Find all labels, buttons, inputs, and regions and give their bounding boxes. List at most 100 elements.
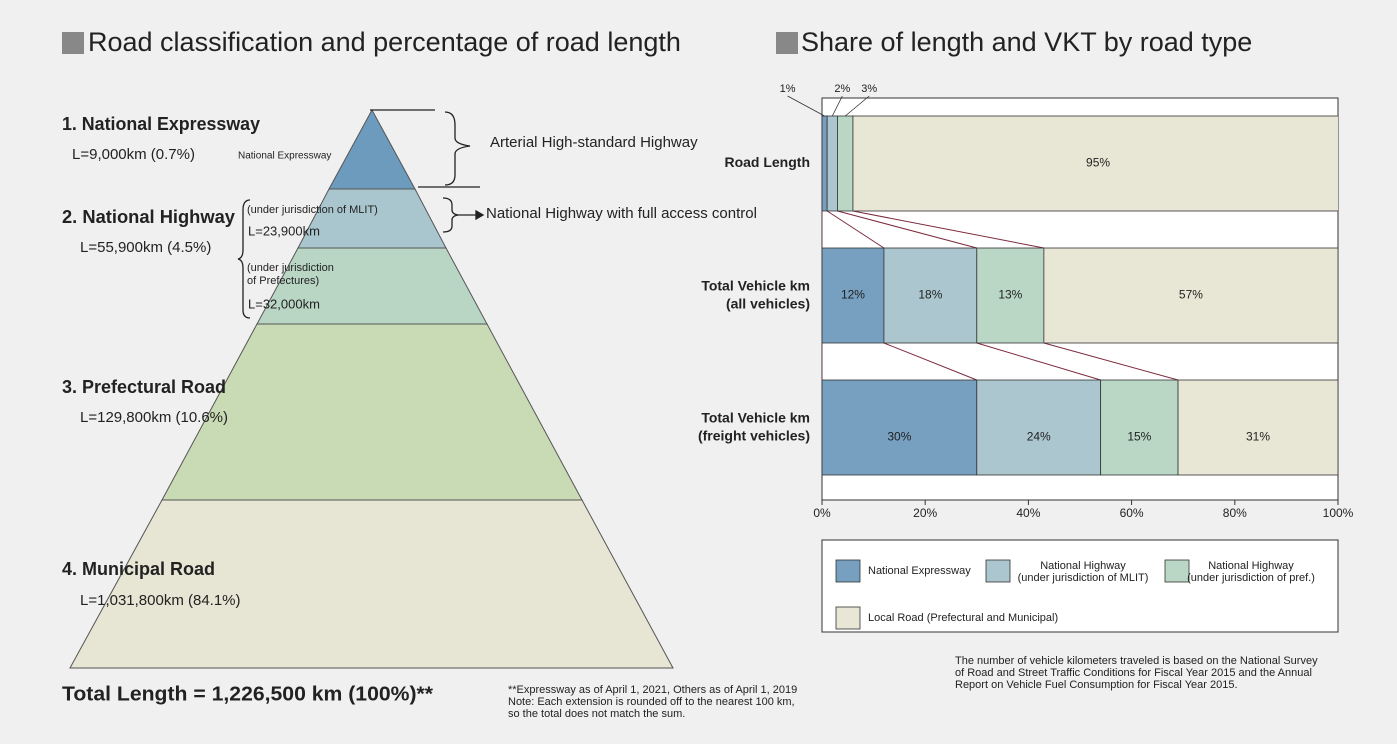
- level-length: L=129,800km (10.6%): [80, 409, 228, 426]
- text-line: Report on Vehicle Fuel Consumption for F…: [955, 679, 1238, 691]
- text-line: (under jurisdiction: [247, 262, 334, 274]
- text-line: (under jurisdiction of pref.): [1187, 572, 1315, 584]
- text-line: (freight vehicles): [698, 427, 810, 443]
- x-tick-label: 40%: [1016, 506, 1040, 520]
- text-line: so the total does not match the sum.: [508, 708, 685, 720]
- text-line: of Prefectures): [247, 275, 319, 287]
- data-label: 31%: [1246, 430, 1270, 444]
- level-length: L=9,000km (0.7%): [72, 146, 195, 163]
- bar-segment: [852, 115, 1338, 212]
- text-line: Total Vehicle km: [701, 277, 810, 293]
- label-leader: [844, 95, 870, 117]
- chart-title: Share of length and VKT by road type: [801, 27, 1252, 57]
- bar-segment: [837, 115, 854, 212]
- pyramid: [69, 108, 674, 669]
- pyramid-band: [69, 499, 674, 669]
- x-tick-label: 0%: [813, 506, 831, 520]
- bar-segment: [1177, 379, 1338, 476]
- text-line: Note: Each extension is rounded off to t…: [508, 696, 795, 708]
- bar-segment: [1043, 247, 1338, 344]
- bar-segment: [976, 247, 1045, 344]
- part-label: (under jurisdiction of Prefectures): [247, 262, 334, 287]
- legend-swatch: [835, 559, 861, 583]
- text-line: The number of vehicle kilometers travele…: [955, 655, 1318, 667]
- brace: [442, 197, 459, 233]
- category-label: Road Length: [724, 154, 810, 170]
- label-leader: [787, 95, 825, 117]
- bar-segment: [976, 379, 1102, 476]
- legend: [821, 539, 1339, 633]
- level-title: 1. National Expressway: [62, 114, 260, 134]
- bar-segment: [826, 115, 838, 212]
- total-length: Total Length = 1,226,500 km (100%)**: [62, 683, 433, 705]
- text-line: National Highway: [1208, 560, 1294, 572]
- heading-square: [62, 32, 84, 54]
- data-label: 2%: [834, 83, 850, 95]
- x-tick-label: 100%: [1323, 506, 1354, 520]
- left-heading: Road classification and percentage of ro…: [88, 27, 681, 57]
- connector: [1043, 342, 1179, 381]
- chart-note: The number of vehicle kilometers travele…: [955, 655, 1318, 691]
- label-leader: [831, 95, 843, 117]
- level-title: 4. Municipal Road: [62, 559, 215, 579]
- connector: [826, 210, 885, 249]
- data-label: 24%: [1027, 430, 1051, 444]
- level-length: L=55,900km (4.5%): [80, 239, 211, 256]
- legend-label: National Highway (under jurisdiction of p…: [1187, 560, 1315, 584]
- level-title: 2. National Highway: [62, 207, 235, 227]
- bar-segment: [822, 115, 828, 212]
- connector: [837, 210, 977, 249]
- arrow-head: [475, 209, 485, 221]
- data-label: 3%: [861, 83, 877, 95]
- legend-swatch: [1164, 559, 1190, 583]
- text-line: **Expressway as of April 1, 2021, Others…: [508, 684, 797, 696]
- legend-label: National Highway (under jurisdiction of M…: [1018, 560, 1149, 584]
- data-label: 1%: [780, 83, 796, 95]
- legend-label: Local Road (Prefectural and Municipal): [868, 612, 1058, 624]
- level-inner-label: National Expressway: [238, 151, 331, 162]
- text-line: of Road and Street Traffic Conditions fo…: [955, 667, 1312, 679]
- data-label: 13%: [998, 288, 1022, 302]
- brace: [444, 111, 471, 186]
- category-label: Total Vehicle km (freight vehicles): [698, 409, 810, 443]
- data-label: 57%: [1179, 288, 1203, 302]
- connector: [852, 210, 1044, 249]
- level-length: L=1,031,800km (84.1%): [80, 592, 241, 609]
- part-label: (under jurisdiction of MLIT): [247, 204, 378, 216]
- x-tick-label: 80%: [1223, 506, 1247, 520]
- x-tick-label: 60%: [1120, 506, 1144, 520]
- x-tick-label: 20%: [913, 506, 937, 520]
- pyramid-band: [328, 108, 416, 190]
- brackets: [237, 109, 485, 319]
- text-line: (all vehicles): [726, 295, 810, 311]
- legend-swatch: [985, 559, 1011, 583]
- legend-label: National Expressway: [868, 565, 971, 577]
- part-length: L=23,900km: [248, 223, 320, 238]
- part-length: L=32,000km: [248, 296, 320, 311]
- bar-segment: [822, 379, 978, 476]
- brace: [237, 199, 251, 319]
- footnote: **Expressway as of April 1, 2021, Others…: [508, 684, 797, 720]
- data-label: 15%: [1127, 430, 1151, 444]
- connector: [976, 342, 1101, 381]
- pyramid-band: [297, 188, 447, 249]
- heading-square: [776, 32, 798, 54]
- text-line: National Highway: [1040, 560, 1126, 572]
- bracket-label: National Highway with full access contro…: [486, 205, 757, 222]
- bar-segment: [822, 247, 885, 344]
- text-line: Total Vehicle km: [701, 409, 810, 425]
- data-label: 12%: [841, 288, 865, 302]
- text-line: (under jurisdiction of MLIT): [1018, 572, 1149, 584]
- bracket-label: Arterial High-standard Highway: [490, 134, 698, 151]
- legend-swatch: [835, 606, 861, 630]
- data-label: 18%: [918, 288, 942, 302]
- level-title: 3. Prefectural Road: [62, 377, 226, 397]
- bar-segment: [883, 247, 978, 344]
- data-label: 30%: [887, 430, 911, 444]
- connector: [883, 342, 977, 381]
- bar-segment: [1100, 379, 1179, 476]
- data-label: 95%: [1086, 156, 1110, 170]
- bars: [822, 115, 1338, 476]
- category-label: Total Vehicle km (all vehicles): [701, 277, 810, 311]
